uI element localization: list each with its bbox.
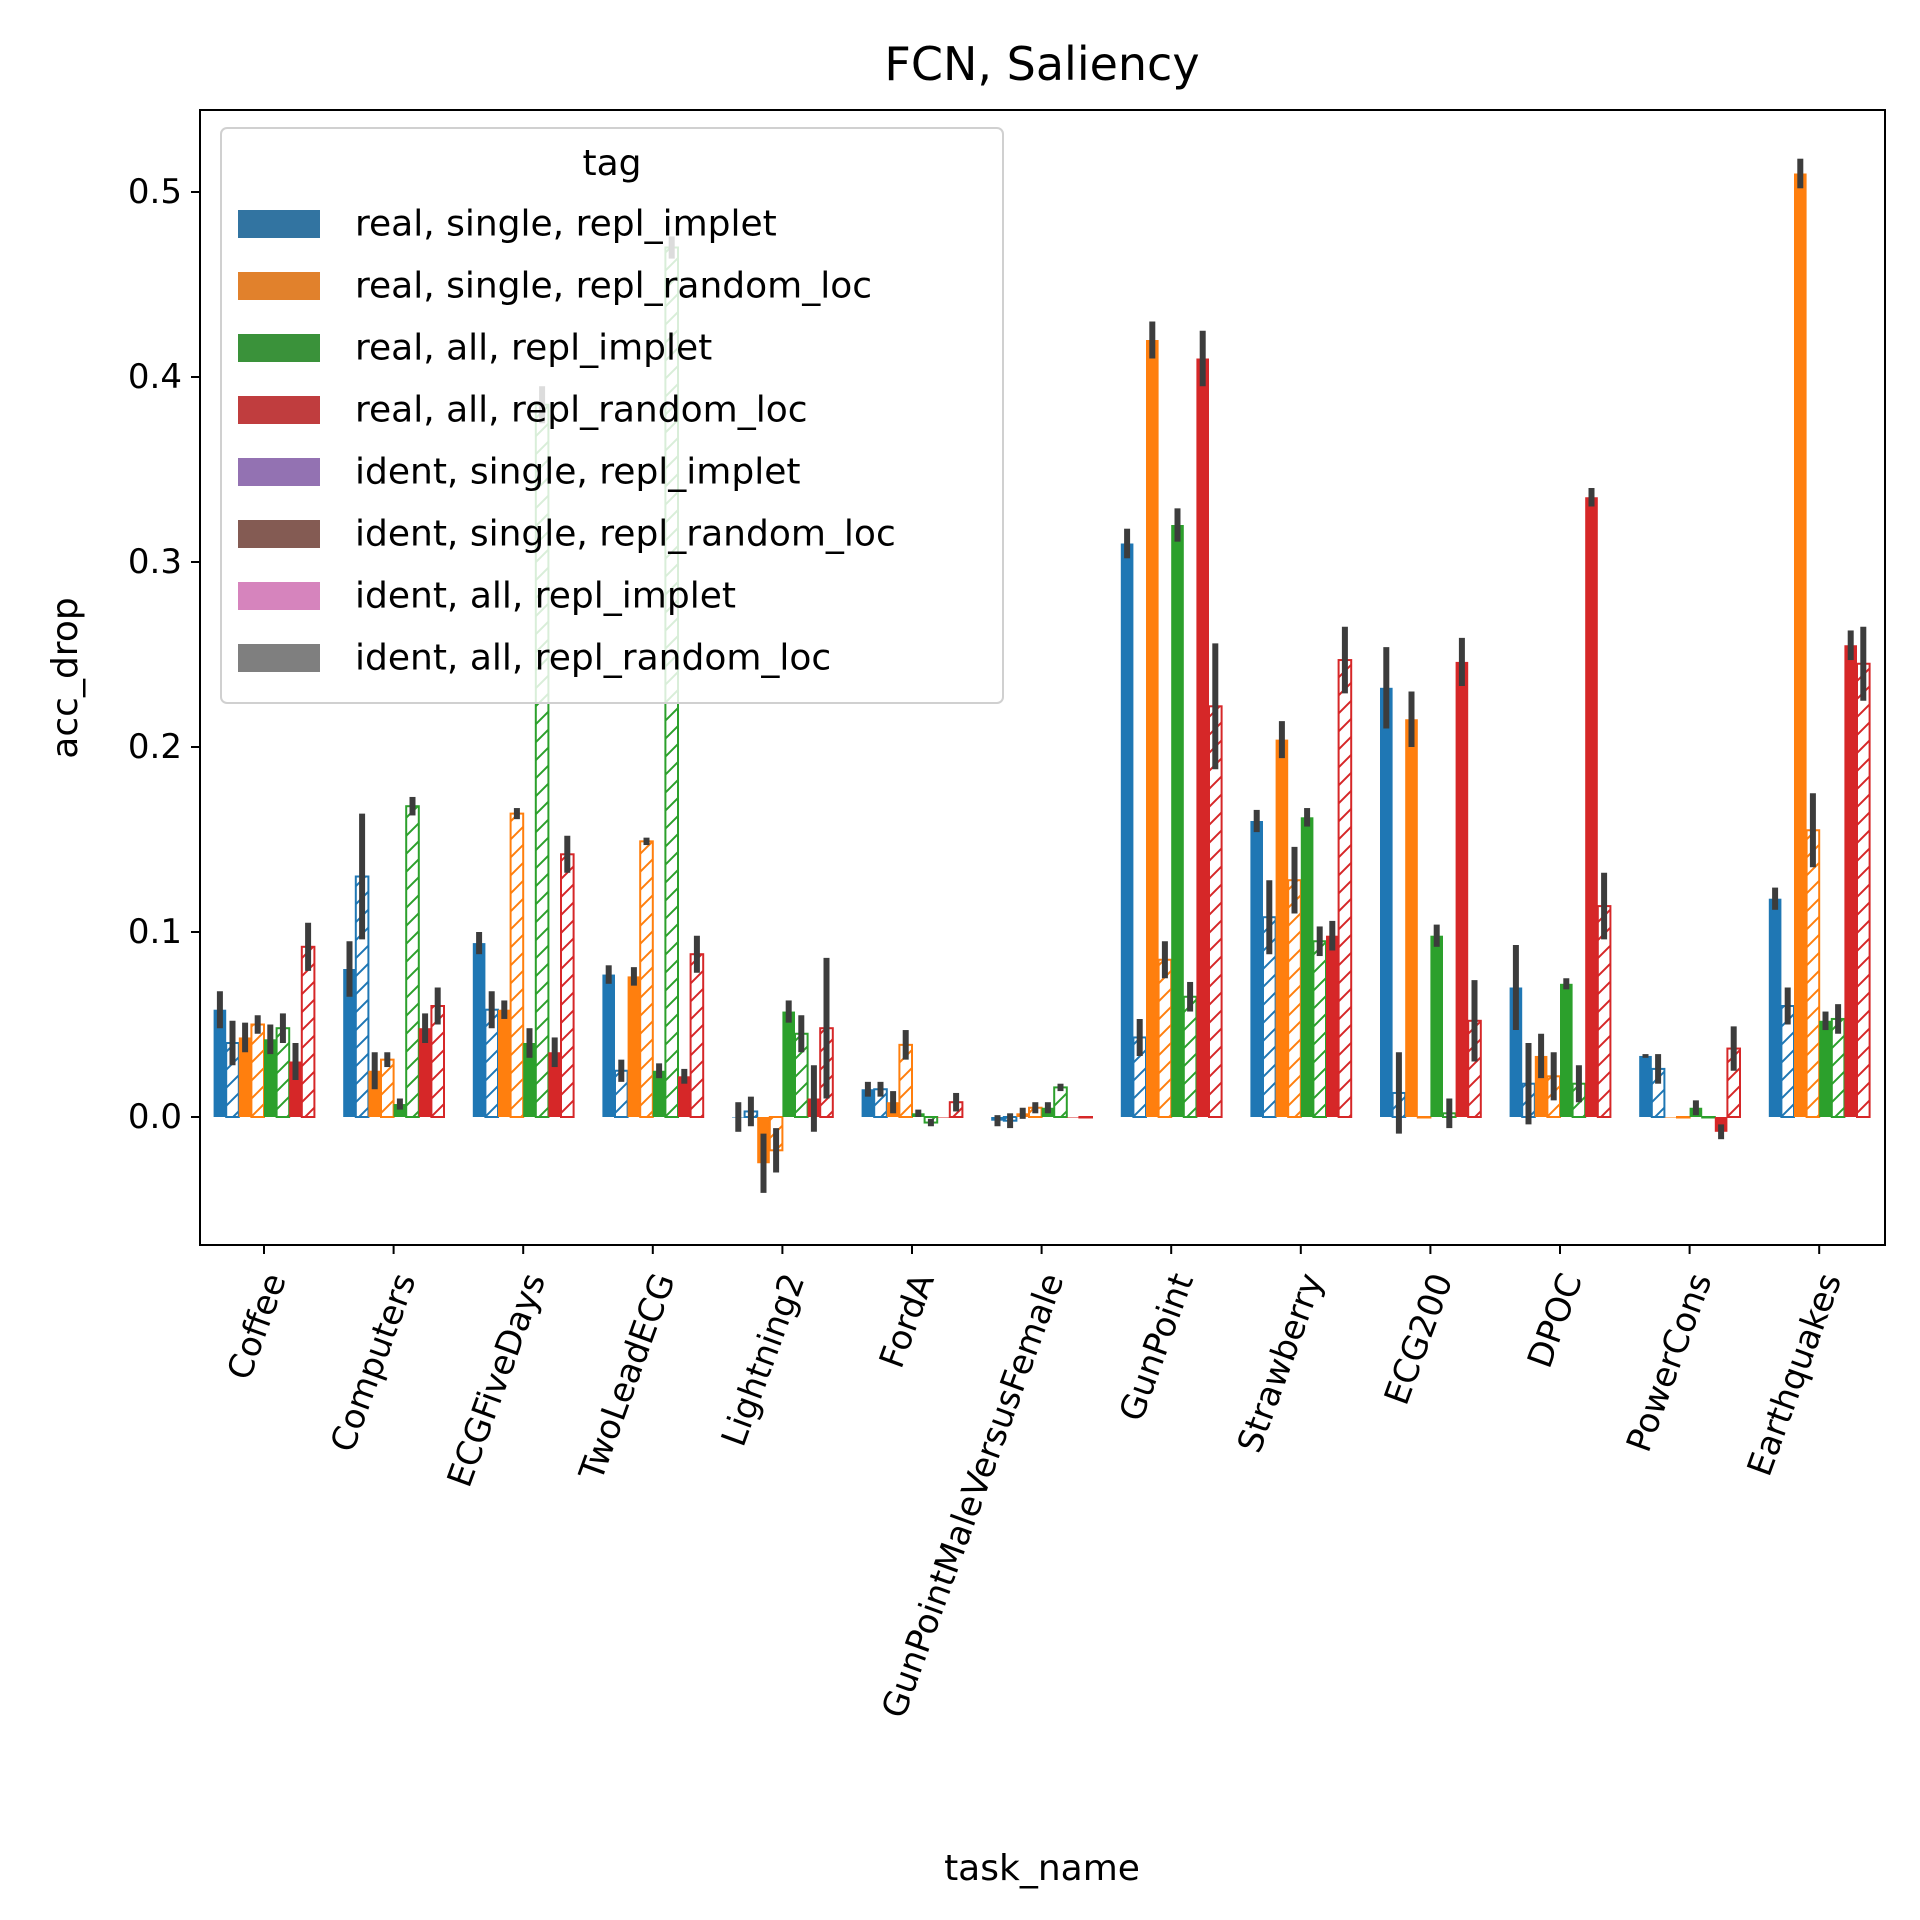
y-tick-label: 0.4	[128, 357, 182, 397]
bar	[1171, 525, 1184, 1117]
bar	[1120, 543, 1134, 1117]
bar	[1250, 821, 1263, 1117]
bar	[627, 976, 641, 1117]
bar	[1664, 1117, 1677, 1118]
y-tick-label: 0.3	[128, 542, 182, 582]
bar	[678, 1076, 691, 1117]
bar	[652, 1070, 666, 1117]
bar	[639, 840, 654, 1118]
bar	[380, 1058, 395, 1119]
bar	[1416, 1116, 1432, 1119]
y-tick-label: 0.1	[128, 912, 182, 952]
bar	[1585, 497, 1598, 1117]
legend-swatch	[238, 644, 320, 672]
legend-swatch	[238, 272, 320, 300]
bar	[472, 943, 486, 1117]
bar	[1455, 661, 1469, 1117]
y-axis: 0.0 0.1 0.2 0.3 0.4 0.5	[128, 172, 200, 1137]
bar	[343, 969, 356, 1117]
error-bars-layer	[216, 158, 1867, 1193]
legend-frame	[220, 127, 1004, 704]
bars-layer	[213, 173, 1871, 1164]
y-axis-label: acc_drop	[45, 597, 86, 758]
legend-label: ident, all, repl_random_loc	[355, 638, 831, 679]
bar	[523, 1043, 536, 1117]
bar	[264, 1039, 277, 1117]
bar	[1509, 987, 1523, 1117]
bar	[1275, 739, 1289, 1117]
legend-swatch	[238, 520, 320, 548]
bar	[1066, 1117, 1080, 1118]
bar	[602, 974, 615, 1117]
bar	[1856, 662, 1871, 1118]
legend-label: real, single, repl_implet	[355, 204, 777, 245]
bar	[1430, 935, 1443, 1117]
bar	[238, 1037, 252, 1117]
bar	[250, 1023, 265, 1118]
legend-label: ident, single, repl_implet	[355, 452, 800, 493]
legend-swatch	[238, 458, 320, 486]
bar	[1326, 935, 1339, 1117]
bar	[1534, 1055, 1548, 1117]
bar	[1794, 173, 1807, 1117]
bar	[1639, 1055, 1652, 1117]
bar	[1701, 1116, 1716, 1119]
legend-label: ident, single, repl_random_loc	[355, 514, 896, 555]
bar	[1182, 995, 1198, 1118]
bar	[300, 945, 316, 1118]
bar	[548, 1052, 561, 1117]
bar	[1337, 659, 1353, 1118]
legend-label: real, single, repl_random_loc	[355, 266, 872, 307]
chart-title: FCN, Saliency	[884, 37, 1199, 91]
bar	[1768, 898, 1782, 1117]
legend-entries: real, single, repl_implet real, single, r…	[238, 204, 896, 679]
bar	[1312, 940, 1328, 1118]
bar	[213, 1009, 227, 1117]
bar	[1300, 817, 1314, 1117]
bar	[1819, 1020, 1832, 1117]
legend-swatch	[238, 582, 320, 610]
bar	[861, 1089, 875, 1117]
bar	[1405, 719, 1418, 1117]
bar	[289, 1061, 302, 1117]
legend-swatch	[238, 396, 320, 424]
bar	[1146, 340, 1159, 1117]
bar	[1287, 879, 1302, 1119]
legend-label: real, all, repl_random_loc	[355, 390, 808, 431]
bar	[1676, 1116, 1691, 1119]
bar	[393, 1104, 407, 1117]
bar	[509, 812, 525, 1118]
legend-label: ident, all, repl_implet	[355, 576, 736, 617]
bar	[1805, 829, 1821, 1118]
legend-label: real, all, repl_implet	[355, 328, 712, 369]
bar	[1196, 358, 1209, 1117]
bar	[1560, 983, 1573, 1117]
bar	[1380, 687, 1393, 1117]
legend-swatch	[238, 210, 320, 238]
legend-title: tag	[582, 143, 641, 184]
bar	[418, 1028, 432, 1117]
x-axis-label: task_name	[944, 1848, 1140, 1889]
bar	[1078, 1116, 1094, 1119]
bar	[782, 1011, 795, 1117]
y-tick-label: 0.0	[128, 1097, 182, 1137]
bar	[405, 805, 420, 1118]
bar	[368, 1070, 381, 1117]
bar	[937, 1117, 950, 1118]
bar	[498, 1009, 511, 1117]
bar	[1844, 645, 1857, 1117]
bar	[689, 953, 705, 1119]
bar	[1157, 958, 1173, 1118]
bar	[560, 853, 575, 1118]
y-tick-label: 0.5	[128, 172, 182, 212]
bar	[1053, 1086, 1068, 1119]
y-tick-label: 0.2	[128, 727, 182, 767]
legend-swatch	[238, 334, 320, 362]
